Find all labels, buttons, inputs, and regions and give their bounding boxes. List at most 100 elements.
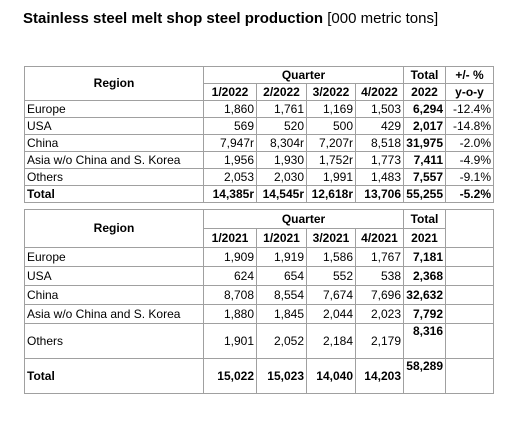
region-cell: Total xyxy=(24,185,204,203)
value-cell: 7,696 xyxy=(355,285,404,305)
header-cell: Quarter xyxy=(203,66,404,84)
value-cell: 1,860 xyxy=(203,100,257,118)
region-cell: Europe xyxy=(24,247,204,267)
header-cell: Total xyxy=(403,209,446,229)
value-cell: 429 xyxy=(355,117,404,135)
table-2021: Region Quarter Total 1/2021 1/2021 3/2021 4/20… xyxy=(24,209,494,394)
header-row: Region Quarter Total +/- % xyxy=(24,66,494,101)
value-cell: 1,483 xyxy=(355,168,404,186)
value-cell: 31,975 xyxy=(403,134,446,152)
value-cell: 1,956 xyxy=(203,151,257,169)
value-cell: 1,767 xyxy=(355,247,404,267)
value-cell: 1,909 xyxy=(203,247,257,267)
value-cell: 1,880 xyxy=(203,304,257,324)
value-cell: 552 xyxy=(306,266,356,286)
header-cell: +/- % xyxy=(445,66,494,84)
region-cell: Asia w/o China and S. Korea xyxy=(24,151,204,169)
unit: [000 metric tons] xyxy=(327,10,439,27)
region-cell: Others xyxy=(24,323,204,359)
region-cell: Asia w/o China and S. Korea xyxy=(24,304,204,324)
empty-cell xyxy=(445,358,494,394)
value-cell: 7,674 xyxy=(306,285,356,305)
header-cell: 4/2022 xyxy=(355,83,404,101)
value-cell: 538 xyxy=(355,266,404,286)
empty-cell xyxy=(445,285,494,305)
value-cell: 1,169 xyxy=(306,100,356,118)
value-cell: 2,017 xyxy=(403,117,446,135)
value-cell: -5.2% xyxy=(445,185,494,203)
value-cell: 520 xyxy=(256,117,307,135)
data-row: Europe 1,909 1,919 1,586 1,767 7,181 xyxy=(24,247,494,267)
value-cell: 1,930 xyxy=(256,151,307,169)
data-row: Total 14,385r 14,545r 12,618r 13,706 55,255 -5… xyxy=(24,185,494,203)
value-cell: 2,044 xyxy=(306,304,356,324)
value-cell: -14.8% xyxy=(445,117,494,135)
value-cell: 1,761 xyxy=(256,100,307,118)
value-cell: 1,586 xyxy=(306,247,356,267)
data-row: USA 569 520 500 429 2,017 -14.8% xyxy=(24,117,494,135)
title: Stainless steel melt shop steel producti… xyxy=(23,10,438,27)
empty-cell xyxy=(445,323,494,359)
region-cell: Europe xyxy=(24,100,204,118)
value-cell: 7,792 xyxy=(403,304,446,324)
empty-cell xyxy=(445,304,494,324)
header-row: Region Quarter Total xyxy=(24,209,494,248)
value-cell: 1,901 xyxy=(203,323,257,359)
value-cell: 14,040 xyxy=(306,358,356,394)
data-row: Total 15,022 15,023 14,040 14,203 58,289 xyxy=(24,358,494,394)
region-cell: China xyxy=(24,134,204,152)
header-cell: Region xyxy=(24,66,204,101)
region-cell: USA xyxy=(24,117,204,135)
value-cell: 14,545r xyxy=(256,185,307,203)
region-cell: Total xyxy=(24,358,204,394)
empty-cell xyxy=(445,247,494,267)
value-cell: 7,411 xyxy=(403,151,446,169)
header-cell: 1/2021 xyxy=(203,228,257,248)
header-cell: 2021 xyxy=(403,228,446,248)
data-row: Asia w/o China and S. Korea 1,956 1,930 1,7… xyxy=(24,151,494,169)
value-cell: 7,947r xyxy=(203,134,257,152)
value-cell: 8,304r xyxy=(256,134,307,152)
value-cell: 1,845 xyxy=(256,304,307,324)
value-cell: 7,207r xyxy=(306,134,356,152)
data-row: Asia w/o China and S. Korea 1,880 1,845 2,0… xyxy=(24,304,494,324)
value-cell: -12.4% xyxy=(445,100,494,118)
header-cell: 3/2021 xyxy=(306,228,356,248)
value-cell: 6,294 xyxy=(403,100,446,118)
header-cell: 2/2022 xyxy=(256,83,307,101)
value-cell: 14,203 xyxy=(355,358,404,394)
header-cell: 2022 xyxy=(403,83,446,101)
value-cell: 2,023 xyxy=(355,304,404,324)
value-cell: 15,022 xyxy=(203,358,257,394)
header-cell: 4/2021 xyxy=(355,228,404,248)
value-cell: 2,052 xyxy=(256,323,307,359)
value-cell: 2,053 xyxy=(203,168,257,186)
value-cell: 1,503 xyxy=(355,100,404,118)
region-cell: Others xyxy=(24,168,204,186)
value-cell: 624 xyxy=(203,266,257,286)
region-cell: China xyxy=(24,285,204,305)
header-row: 1/2022 2/2022 3/2022 4/2022 2022 y-o-y xyxy=(25,83,494,101)
header-cell: 1/2021 xyxy=(256,228,307,248)
value-cell: -2.0% xyxy=(445,134,494,152)
value-cell: 14,385r xyxy=(203,185,257,203)
value-cell: 8,554 xyxy=(256,285,307,305)
value-cell: 2,368 xyxy=(403,266,446,286)
data-row: Others 2,053 2,030 1,991 1,483 7,557 -9.1% xyxy=(24,168,494,186)
data-row: Others 1,901 2,052 2,184 2,179 8,316 xyxy=(24,323,494,359)
value-cell: 1,991 xyxy=(306,168,356,186)
value-cell: 1,752r xyxy=(306,151,356,169)
value-cell: 7,557 xyxy=(403,168,446,186)
header-cell: 3/2022 xyxy=(306,83,356,101)
title-text: Stainless steel melt shop steel producti… xyxy=(23,10,324,27)
value-cell: 7,181 xyxy=(403,247,446,267)
header-cell: y-o-y xyxy=(445,83,494,101)
value-cell: 58,289 xyxy=(403,358,446,394)
value-cell: 2,030 xyxy=(256,168,307,186)
value-cell: 15,023 xyxy=(256,358,307,394)
data-row: Europe 1,860 1,761 1,169 1,503 6,294 -12.4% xyxy=(24,100,494,118)
header-cell: Quarter xyxy=(203,209,404,229)
table-2022: Region Quarter Total +/- % 1/2022 2/2022 3/202… xyxy=(24,66,494,203)
header-cell: 1/2022 xyxy=(203,83,257,101)
